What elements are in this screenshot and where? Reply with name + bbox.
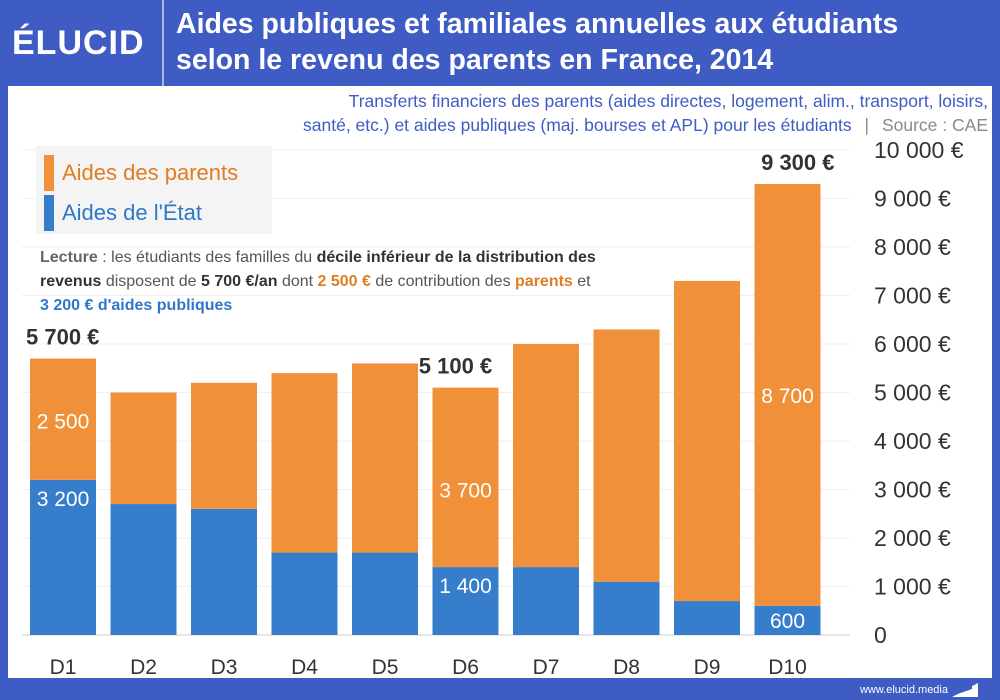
legend-label-parents: Aides des parents xyxy=(62,160,239,185)
bar-segment-parents xyxy=(593,329,660,582)
bar-segment-state xyxy=(432,567,499,635)
x-tick-label: D2 xyxy=(130,656,157,678)
lecture-state-amount: 3 200 € d'aides publiques xyxy=(40,297,233,314)
y-tick-label: 3 000 € xyxy=(874,477,951,503)
lecture-label: Lecture xyxy=(40,249,98,266)
chart-panel: Transferts financiers des parents (aides… xyxy=(8,86,992,678)
bar-segment-parents xyxy=(352,363,418,553)
segment-label: 600 xyxy=(770,610,805,633)
lecture-parents-amount: 2 500 € xyxy=(317,273,371,290)
y-tick-label: 9 000 € xyxy=(874,186,951,212)
lecture-bold-total: 5 700 €/an xyxy=(201,273,278,290)
lecture-text: disposent de xyxy=(101,273,201,290)
lecture-text: : les étudiants des familles du xyxy=(97,249,317,266)
y-tick-label: 1 000 € xyxy=(874,574,951,600)
bar-segment-parents xyxy=(191,382,257,509)
lecture-parents-word: parents xyxy=(515,273,573,290)
title-line-2: selon le revenu des parents en France, 2… xyxy=(176,44,774,76)
elucid-mark-icon xyxy=(952,683,978,697)
total-label: 5 100 € xyxy=(419,354,492,379)
y-tick-label: 2 000 € xyxy=(874,525,951,551)
bar-segment-state xyxy=(674,601,740,635)
segment-label: 3 700 xyxy=(439,480,492,503)
legend: Aides des parents Aides de l'État xyxy=(36,146,272,234)
lecture-text: et xyxy=(572,273,591,290)
bar-segment-parents xyxy=(271,373,338,553)
reading-note: Lecture : les étudiants des familles du … xyxy=(40,246,600,318)
y-tick-label: 7 000 € xyxy=(874,283,951,309)
y-tick-label: 8 000 € xyxy=(874,234,951,260)
bar-segment-state xyxy=(513,567,579,635)
y-tick-label: 0 xyxy=(874,622,887,648)
source-label: Source : CAE xyxy=(881,115,988,135)
x-tick-label: D9 xyxy=(694,656,721,678)
segment-label: 3 200 xyxy=(37,488,90,511)
title-line-1: Aides publiques et familiales annuelles … xyxy=(176,8,899,40)
footer-url: www.elucid.media xyxy=(859,684,948,696)
y-tick-label: 6 000 € xyxy=(874,331,951,357)
bar-segment-state xyxy=(191,508,257,635)
x-tick-label: D5 xyxy=(372,656,399,678)
lecture-text: dont xyxy=(277,273,318,290)
legend-item-parents: Aides des parents xyxy=(44,154,238,192)
total-label: 9 300 € xyxy=(761,150,834,175)
y-axis: 0 1 000 € 2 000 € 3 000 € 4 000 € 5 000 € 6 00… xyxy=(874,137,964,648)
segment-label: 2 500 xyxy=(37,411,90,434)
x-tick-label: D3 xyxy=(211,656,238,678)
bar-segment-state xyxy=(110,504,177,635)
bar-segment-parents xyxy=(674,280,740,602)
segment-label: 1 400 xyxy=(439,575,492,598)
elucid-logo: ÉLUCID xyxy=(12,24,145,62)
subtitle: Transferts financiers des parents (aides… xyxy=(176,89,988,137)
bar-chart: 2 500 3 200 3 700 1 400 8 700 600 5 700 € 5 100… xyxy=(22,137,964,678)
bar-segment-parents xyxy=(110,392,177,505)
bar-segment-parents xyxy=(754,183,821,606)
bar-segment-state xyxy=(754,605,821,635)
footer: www.elucid.media xyxy=(860,683,978,697)
y-tick-label: 4 000 € xyxy=(874,428,951,454)
bar-segment-parents xyxy=(30,358,96,480)
x-tick-label: D7 xyxy=(533,656,560,678)
total-label: 5 700 € xyxy=(26,325,99,350)
bars xyxy=(30,183,821,635)
legend-item-state: Aides de l'État xyxy=(44,194,202,232)
x-tick-label: D8 xyxy=(613,656,640,678)
lecture-text: de contribution des xyxy=(370,273,516,290)
legend-label-state: Aides de l'État xyxy=(62,200,202,225)
bar-segment-state xyxy=(352,552,418,635)
bar-segment-state xyxy=(271,552,338,635)
bar-segment-parents xyxy=(432,387,499,568)
header: ÉLUCID Aides publiques et familiales ann… xyxy=(0,0,1000,86)
chart-title: Aides publiques et familiales annuelles … xyxy=(176,6,996,78)
y-tick-label: 10 000 € xyxy=(874,137,964,163)
x-tick-label: D1 xyxy=(50,656,77,678)
x-tick-label: D10 xyxy=(768,656,807,678)
subtitle-separator: | xyxy=(864,115,870,135)
x-tick-label: D6 xyxy=(452,656,479,678)
lecture-bold-decile: décile inférieur de la distribution des … xyxy=(40,249,596,290)
subtitle-text: santé, etc.) et aides publiques (maj. bo… xyxy=(303,115,852,135)
legend-swatch-state xyxy=(44,195,54,231)
x-axis: D1 D2 D3 D4 D5 D6 D7 D8 D9 D10 xyxy=(50,656,807,678)
segment-label: 8 700 xyxy=(761,385,814,408)
data-labels: 2 500 3 200 3 700 1 400 8 700 600 5 700 € 5 100… xyxy=(26,150,835,633)
header-divider xyxy=(162,0,164,86)
subtitle-line-2: santé, etc.) et aides publiques (maj. bo… xyxy=(176,113,988,137)
bar-segment-state xyxy=(593,581,660,635)
y-tick-label: 5 000 € xyxy=(874,380,951,406)
legend-swatch-parents xyxy=(44,155,54,191)
subtitle-line-1: Transferts financiers des parents (aides… xyxy=(348,91,988,111)
x-tick-label: D4 xyxy=(291,656,318,678)
bar-segment-parents xyxy=(513,344,579,568)
bar-segment-state xyxy=(30,479,96,635)
